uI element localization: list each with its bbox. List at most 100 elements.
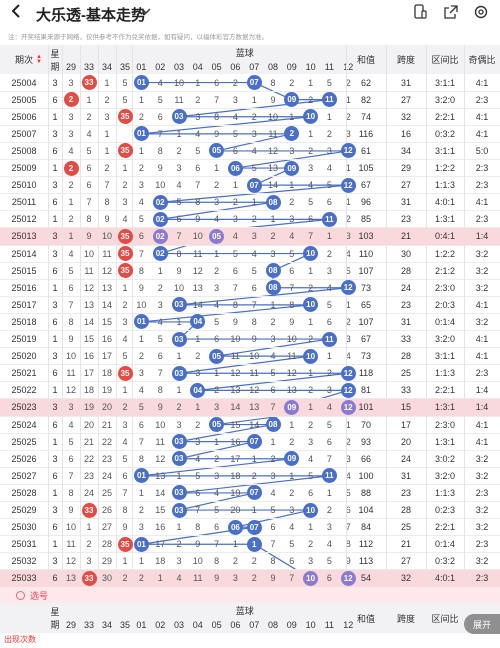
table-row[interactable]: 25014 3 4 10 11 35 7 02 8 11 1 5 4 3 5 10 2 4 110 30 1:2:2 3:… [0,245,500,262]
span-cell: 25 [400,522,411,533]
footer-blue-09: 09 [286,619,297,630]
table-row[interactable]: 25028 1 8 24 25 7 1 14 03 6 4 19 07 4 2 6 1 5 88 23 1:1:3 2:3 [0,484,500,501]
table-row[interactable]: 25013 3 1 9 10 35 6 02 7 10 05 4 3 2 4 7 1 3 103 21 0:4:1 1:4 [0,227,500,245]
blue-miss-cell: 4 [251,248,257,259]
blue-miss-cell: 2 [308,385,314,396]
red-miss-cell: 8 [122,505,128,516]
blue-miss-cell: 7 [214,539,220,550]
blue-miss-cell: 6 [251,282,257,293]
table-row[interactable]: 25010 3 2 6 7 2 3 10 4 7 2 1 07 14 1 4 5 12 67 27 1:1:3 2:3 [0,177,500,194]
red-miss-cell: 2 [86,539,92,550]
table-row[interactable]: 25029 3 9 33 26 8 2 15 03 7 5 20 1 5 3 10 2 6 104 28 0:2:3 3:… [0,502,500,519]
red-miss-cell: 4 [122,214,128,225]
blue-miss-cell: 7 [195,505,201,516]
chevron-down-icon[interactable] [141,5,151,19]
table-row[interactable]: 25023 3 3 19 20 2 5 9 2 1 3 14 13 7 09 1 4 12 101 15 1:3:1 1:… [0,398,500,416]
blue-miss-cell: 7 [270,402,276,413]
table-row[interactable]: 25012 1 2 8 9 4 5 02 6 9 4 3 2 1 3 6 11 2 85 23 1:3:1 2:3 [0,211,500,228]
blue-miss-cell: 14 [192,299,203,310]
table-row[interactable]: 25016 1 6 12 13 1 9 2 10 13 3 7 6 08 7 2 4 12 73 24 2:3:0 3:2 [0,279,500,296]
zone-ratio-cell: 1:1:3 [434,487,456,498]
table-row[interactable]: 25024 6 4 20 21 3 6 10 3 2 05 15 14 08 1 2 5 1 70 17 2:3:0 4:… [0,416,500,433]
issue-cell: 25027 [11,470,37,481]
issue-cell: 25007 [11,128,37,139]
blue-miss-cell: 1 [157,265,163,276]
back-button[interactable] [10,3,24,24]
issue-cell: 25010 [11,180,37,191]
table-row[interactable]: 25021 6 11 17 18 35 3 7 03 3 1 12 11 5 12 1 2 12 118 25 1:1:… [0,365,500,382]
header-issue[interactable]: 期次 [14,55,33,65]
column-divider [346,45,347,587]
table-row[interactable]: 25031 1 11 2 28 35 01 17 2 9 7 1 1 7 5 2 4 8 112 21 0:1:4 2:3 [0,536,500,553]
blue-ball: 12 [340,365,356,381]
table-row[interactable]: 25005 6 2 1 2 5 1 5 11 2 7 3 1 9 09 2 11 1 82 27 3:2:0 2:3 [0,91,500,108]
blue-miss-cell: 6 [270,522,276,533]
red-miss-cell: 6 [68,453,74,464]
table-row[interactable]: 25026 3 6 22 23 5 8 12 03 4 2 17 1 2 09 4 7 3 66 24 3:0:2 3:2 [0,450,500,467]
table-row[interactable]: 25009 1 2 6 2 1 2 9 3 6 1 06 5 13 09 3 4 1 105 29 1:2:2 2:3 [0,160,500,177]
span-cell: 31 [400,77,411,88]
phone-icon[interactable] [411,3,429,21]
settings-icon[interactable] [472,3,490,21]
red-ball: 35 [117,365,133,381]
table-row[interactable]: 25019 1 9 15 16 4 1 5 03 1 6 10 9 3 10 2 11 3 67 33 3:2:0 4:1 [0,331,500,348]
header-blue-12: 12 [343,61,354,72]
weekday-cell: 1 [52,163,58,174]
table-row[interactable]: 25015 6 5 11 12 35 8 1 9 12 2 6 5 08 6 1 3 5 107 28 2:1:2 3:2 [0,262,500,279]
zone-ratio-cell: 1:3:1 [434,402,456,413]
blue-miss-cell: 9 [289,316,295,327]
red-miss-cell: 2 [68,180,74,191]
select-row[interactable]: 选号 [0,587,500,603]
table-row[interactable]: 25011 6 1 7 8 3 4 02 5 8 3 2 1 08 2 5 6 1 96 31 4:0:1 4:1 [0,194,500,211]
red-miss-cell: 9 [86,231,92,242]
table-row[interactable]: 25020 3 10 16 17 5 2 6 1 2 05 11 10 4 11 10 1 4 73 28 3:1:1 4… [0,348,500,365]
table-row[interactable]: 25006 1 3 2 3 35 2 6 03 3 8 4 2 10 1 10 1 2 74 32 2:2:1 4:1 [0,108,500,125]
page-title[interactable]: 大乐透-基本走势 [36,7,146,24]
blue-miss-cell: 1 [176,385,182,396]
span-cell: 28 [400,505,411,516]
radio-icon[interactable] [16,591,25,600]
issue-cell: 25022 [11,385,37,396]
table-row[interactable]: 25033 6 13 33 30 2 2 1 4 11 9 3 2 9 7 10 6 12 54 32 4:0:1 2:3 [0,569,500,587]
table-row[interactable]: 25025 1 5 21 22 4 7 11 03 3 1 16 07 1 2 3 6 2 93 20 1:3:1 4:1 [0,433,500,450]
table-row[interactable]: 25018 6 8 14 15 3 01 4 1 04 5 9 8 2 9 1 6 2 107 31 0:1:4 3:2 [0,313,500,330]
red-miss-cell: 25 [101,487,112,498]
table-row[interactable]: 25032 3 12 3 29 1 1 18 3 10 8 2 2 8 6 3 5 9 113 27 0:3:2 3:2 [0,553,500,570]
table-row[interactable]: 25007 3 3 4 1 01 7 1 4 9 5 3 11 2 1 2 3 116 16 0:3:2 4:1 [0,125,500,142]
red-miss-cell: 2 [122,180,128,191]
expand-button[interactable]: 展开 [464,614,500,634]
share-icon[interactable] [442,3,460,21]
table-row[interactable]: 25030 6 10 1 27 9 3 16 1 8 6 06 07 6 4 1 3 7 84 25 2:2:1 3:2 [0,519,500,536]
red-ball: 35 [117,228,133,244]
sum-cell: 81 [360,385,371,396]
zone-ratio-cell: 2:2:1 [434,522,456,533]
blue-miss-cell: 1 [270,436,276,447]
select-label[interactable]: 选号 [30,591,49,601]
column-divider [426,45,427,587]
blue-miss-cell: 7 [251,299,257,310]
issue-cell: 25028 [11,487,37,498]
red-ball: 35 [117,143,133,159]
row-divider [0,347,500,349]
weekday-cell: 3 [52,402,58,413]
zone-ratio-cell: 1:3:1 [434,436,456,447]
table-row[interactable]: 25004 3 3 33 1 5 01 4 10 1 6 2 07 8 2 1 5 2 62 31 3:1:1 4:1 [0,74,500,91]
column-divider [80,45,81,587]
blue-miss-cell: 15 [155,505,166,516]
blue-miss-cell: 2 [270,316,276,327]
table-row[interactable]: 25027 6 7 23 24 6 01 13 1 5 3 18 2 3 1 5 11 4 100 31 3:2:0 3:… [0,467,500,484]
blue-miss-cell: 6 [308,214,314,225]
blue-miss-cell: 4 [326,163,332,174]
table-row[interactable]: 25022 1 12 18 19 1 4 8 1 04 2 13 12 6 13 2 3 12 81 33 2:2:1 1… [0,382,500,399]
table-row[interactable]: 25017 3 7 13 14 2 10 3 03 14 4 8 7 1 8 10 5 1 65 23 2:0:3 4:1 [0,296,500,313]
blue-miss-cell: 3 [326,265,332,276]
red-miss-cell: 11 [66,539,76,550]
blue-miss-cell: 3 [232,94,238,105]
span-cell: 28 [400,351,411,362]
table-row[interactable]: 25008 6 4 5 1 35 1 8 2 5 05 6 4 12 3 2 3 12 61 34 3:1:1 5:0 [0,142,500,159]
red-miss-cell: 9 [68,334,74,345]
red-miss-cell: 5 [122,77,128,88]
blue-miss-cell: 9 [157,402,163,413]
blue-miss-cell: 7 [157,368,163,379]
sum-cell: 67 [360,180,371,191]
